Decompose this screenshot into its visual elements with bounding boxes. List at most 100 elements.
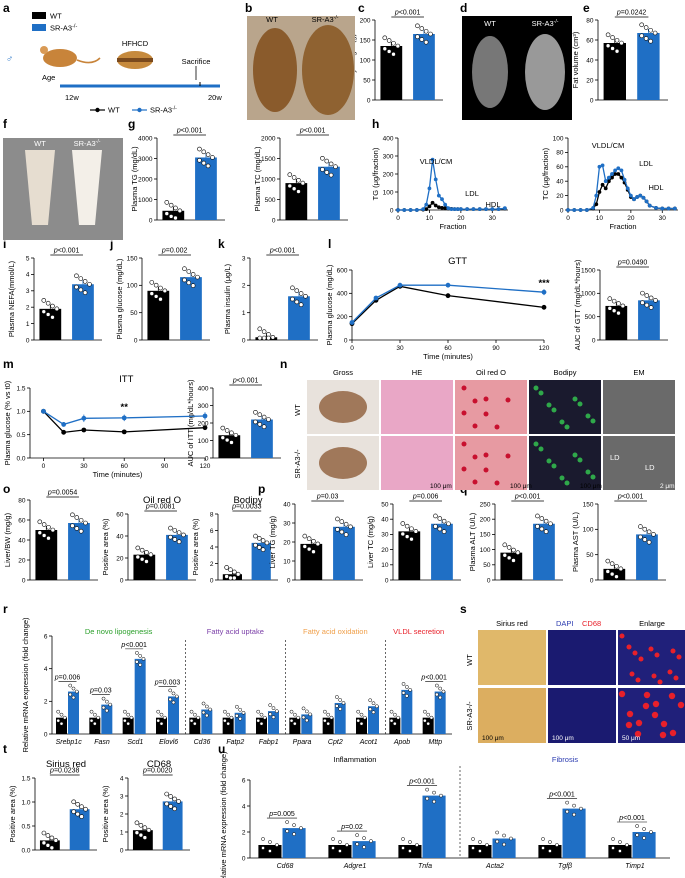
bar-ko [234, 712, 246, 734]
data-point [341, 701, 346, 705]
data-point [423, 28, 429, 34]
data-point [646, 529, 652, 535]
series-point [424, 207, 429, 212]
chart-k-y-tick-label: 3 [242, 255, 246, 262]
data-point [609, 571, 615, 577]
data-point [611, 298, 617, 304]
p-value-label: p=0.0490 [617, 260, 648, 267]
chart-i-y-tick-label: 5 [26, 255, 30, 262]
data-point [509, 836, 513, 841]
data-point [135, 545, 141, 551]
gene-label: Tgfβ [558, 863, 572, 870]
data-point [539, 526, 545, 532]
oil-red-droplet [483, 411, 489, 417]
data-point [75, 801, 80, 807]
y-axis-label: Liver/BW (mg/g) [3, 512, 12, 567]
x-axis-label: Time (minutes) [423, 352, 473, 361]
data-point [400, 531, 406, 537]
line-chart-h1: 0 100 200 300 400 0 10 20 30 Fraction TG (μg/fract… [371, 135, 508, 231]
data-point [640, 290, 645, 296]
bar-wt [605, 305, 628, 340]
chart-e-y-tick-label: 20 [586, 77, 594, 84]
cd68-positive-cell [619, 633, 625, 639]
gene-label: Cd36 [194, 739, 211, 746]
cd68-positive-cell [632, 650, 638, 656]
data-point [426, 721, 431, 726]
data-point [253, 409, 258, 415]
chart-j-y-tick-label: 100 [127, 283, 138, 290]
series-point [408, 208, 413, 212]
data-point [138, 832, 144, 838]
data-point [79, 804, 84, 810]
bodipy-droplet [572, 452, 578, 458]
data-point [168, 697, 173, 702]
data-point [241, 710, 246, 715]
data-point [74, 515, 80, 520]
y-axis-label: Positive area (%) [191, 518, 200, 576]
data-point [614, 574, 619, 579]
data-point [333, 164, 338, 169]
data-point [168, 202, 174, 208]
histology-column-label: Bodipy [554, 368, 577, 377]
series-point [433, 177, 438, 182]
x-tick-label: 30 [489, 215, 497, 222]
series-point [427, 204, 432, 209]
data-point [256, 545, 262, 550]
chart-t2-y-tick-label: 3 [120, 793, 124, 800]
bar-wt [132, 830, 153, 850]
bodipy-droplet [559, 475, 565, 481]
data-point [335, 516, 340, 522]
chart-o3-y-tick-label: 8 [210, 511, 214, 518]
series-point [644, 199, 649, 204]
bar-wt [39, 308, 62, 340]
series-point [373, 295, 379, 301]
data-point [441, 529, 447, 534]
panel-letter-j: j [109, 237, 113, 251]
data-point [186, 269, 192, 274]
data-point [49, 845, 55, 851]
bar-ko [301, 714, 313, 734]
cd68-positive-cell [638, 656, 644, 662]
data-point [609, 561, 615, 566]
data-point [642, 537, 648, 542]
series-line [351, 285, 545, 325]
legend-ko-label: SR-A3-/- [50, 24, 77, 33]
p-value-label: p=0.0020 [142, 768, 173, 775]
cd68-positive-cell [626, 644, 632, 650]
data-point [171, 691, 176, 696]
data-point [197, 146, 202, 152]
data-point [426, 712, 431, 717]
data-point [432, 790, 436, 795]
data-point [423, 39, 429, 45]
chart-u-y-tick-label: 6 [242, 777, 246, 784]
chart-m2-y-tick-label: 400 [198, 385, 209, 392]
chart-l2-y-tick-label: 1500 [581, 267, 596, 274]
data-point [253, 419, 258, 425]
data-point [176, 799, 181, 804]
cd68-positive-cell [668, 692, 676, 700]
gene-label: Mttp [429, 739, 443, 746]
x-axis-label: Fraction [439, 222, 466, 231]
y-axis-label: Plasma glucose (mg/dL) [325, 264, 334, 345]
data-point [168, 794, 173, 799]
data-point [423, 718, 427, 723]
bar-wt [389, 717, 401, 734]
series-point [600, 182, 605, 187]
data-point [139, 547, 145, 553]
chart-p2-y-tick-label: 10 [381, 562, 389, 569]
sirius-row-ko: SR-A3-/- [465, 701, 474, 731]
chart-q1-y-tick-label: 250 [480, 501, 491, 508]
data-point [201, 710, 206, 715]
data-point [389, 718, 394, 723]
data-point [437, 526, 443, 532]
series-point [502, 206, 507, 211]
chart-q1-y-tick-label: 50 [483, 562, 491, 569]
sirius-red-image [478, 630, 546, 685]
bar-chart-g1: 0 1000 2000 3000 4000 p<0.001 Plasma TG (mg/dL… [130, 128, 225, 224]
cd68-positive-cell [642, 702, 650, 710]
bar-chart-q2: 0 50 100 150 p<0.001 Plasma AST (U/L) [571, 494, 666, 584]
data-point [75, 811, 80, 817]
histology-image-bodipy [529, 380, 601, 434]
bar-wt [133, 554, 156, 580]
data-point [362, 836, 366, 840]
